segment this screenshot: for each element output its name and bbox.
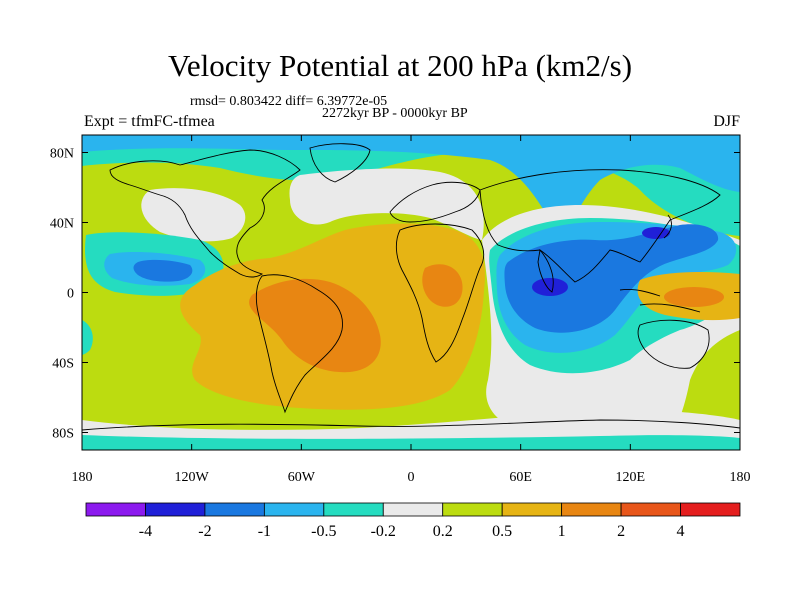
season-label: DJF (713, 113, 740, 130)
experiment-label: Expt = tfmFC-tfmea (84, 113, 215, 130)
lat-tick-label: 40S (52, 357, 74, 372)
colorbar-label: 4 (677, 523, 685, 540)
lon-tick-label: 0 (408, 470, 415, 485)
lat-tick-label: 80S (52, 427, 74, 442)
colorbar-label: -0.5 (311, 523, 336, 540)
lon-tick-label: 180 (72, 470, 93, 485)
lon-tick-label: 120E (616, 470, 646, 485)
colorbar-swatch (263, 502, 325, 517)
colorbar: -4 -2 -1 -0.5 -0.2 0.2 0.5 1 2 4 (85, 502, 741, 540)
lat-tick-label: 0 (67, 287, 74, 302)
latitude-ticks: 80N 40N 0 40S 80S (50, 147, 740, 442)
colorbar-label: -4 (139, 523, 152, 540)
colorbar-swatch (145, 502, 206, 517)
colorbar-label: -1 (258, 523, 271, 540)
colorbar-label: -2 (198, 523, 211, 540)
colorbar-swatch (620, 502, 681, 517)
colorbar-swatch (204, 502, 265, 517)
lat-tick-label: 80N (50, 147, 74, 162)
lon-tick-label: 60W (288, 470, 316, 485)
colorbar-label: -0.2 (371, 523, 396, 540)
colorbar-label: 0.5 (492, 523, 512, 540)
lon-tick-label: 180 (730, 470, 751, 485)
colorbar-swatch (680, 502, 741, 517)
colorbar-swatch (501, 502, 563, 517)
colorbar-swatch (561, 502, 622, 517)
colorbar-swatch (382, 502, 444, 517)
lat-tick-label: 40N (50, 217, 74, 232)
colorbar-swatch (442, 502, 503, 517)
lon-tick-label: 60E (509, 470, 532, 485)
longitude-ticks: 180 120W 60W 0 60E 120E 180 (72, 135, 751, 485)
colorbar-swatch (85, 502, 146, 517)
contour-field (82, 135, 740, 450)
colorbar-label: 0.2 (433, 523, 453, 540)
lon-tick-label: 120W (175, 470, 210, 485)
colorbar-label: 2 (617, 523, 625, 540)
stats-label: rmsd= 0.803422 diff= 6.39772e-05 (190, 94, 388, 109)
period-label: 2272kyr BP - 0000kyr BP (322, 106, 468, 121)
coastlines (82, 143, 740, 431)
colorbar-swatch (323, 502, 384, 517)
map-title: Velocity Potential at 200 hPa (km2/s) (167, 48, 633, 83)
colorbar-label: 1 (558, 523, 566, 540)
